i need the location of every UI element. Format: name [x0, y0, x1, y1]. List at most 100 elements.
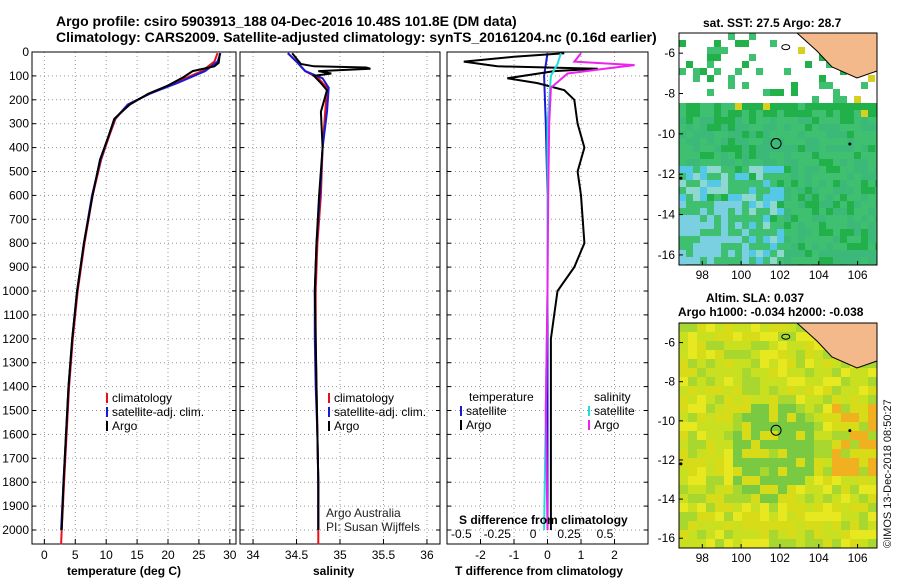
map-cell	[868, 166, 875, 173]
map-cell	[812, 145, 819, 152]
map-cell	[714, 180, 721, 187]
map-cell	[832, 404, 841, 413]
map-cell	[724, 431, 733, 440]
map-cell	[735, 173, 742, 180]
map-cell	[777, 243, 784, 250]
map-cell	[819, 250, 826, 257]
map-cell	[763, 229, 770, 236]
map-cell	[733, 422, 742, 431]
map-cell	[787, 449, 796, 458]
map-cell	[693, 173, 700, 180]
map-cell	[784, 173, 791, 180]
map-cell	[756, 257, 763, 264]
map-cell	[819, 131, 826, 138]
map-cell	[826, 117, 833, 124]
map-cell	[833, 138, 840, 145]
map-cell	[714, 145, 721, 152]
map-cell	[832, 494, 841, 503]
map-cell	[833, 243, 840, 250]
map-cell	[861, 194, 868, 201]
map-cell	[686, 187, 693, 194]
map-cell	[812, 215, 819, 222]
map-cell	[700, 166, 707, 173]
map-cell	[840, 103, 847, 110]
map-cell	[728, 124, 735, 131]
map-cell	[697, 332, 706, 341]
map-cell	[823, 404, 832, 413]
map-cell	[784, 187, 791, 194]
sst-map-panel: 98 100 102 104 106 -6 -8 -10 -12 -14 -16	[658, 32, 878, 282]
map-cell	[756, 131, 763, 138]
map-cell	[760, 467, 769, 476]
map-cell	[742, 503, 751, 512]
map-cell	[847, 103, 854, 110]
map-cell	[706, 422, 715, 431]
map-cell	[733, 377, 742, 386]
map-cell	[859, 485, 868, 494]
map-cell	[805, 359, 814, 368]
map-cell	[688, 395, 697, 404]
map-cell	[693, 124, 700, 131]
map-cell	[868, 236, 875, 243]
map-cell	[784, 229, 791, 236]
map-cell	[841, 512, 850, 521]
map-cell	[840, 131, 847, 138]
map-cell	[777, 180, 784, 187]
map-cell	[859, 413, 868, 422]
x-tick-label: 0	[41, 548, 48, 562]
map-cell	[787, 485, 796, 494]
map-cell	[697, 395, 706, 404]
map-cell	[706, 332, 715, 341]
map-cell	[724, 359, 733, 368]
map-cell	[859, 440, 868, 449]
map-cell	[826, 166, 833, 173]
map-cell	[833, 208, 840, 215]
map-cell	[859, 467, 868, 476]
map-cell	[832, 476, 841, 485]
map-cell	[686, 194, 693, 201]
map-cell	[688, 386, 697, 395]
map-cell	[770, 180, 777, 187]
x-tick-label: 0	[544, 548, 551, 562]
map-cell	[814, 341, 823, 350]
map-cell	[812, 194, 819, 201]
map-cell	[812, 208, 819, 215]
map-cell	[760, 413, 769, 422]
map-cell	[875, 117, 877, 124]
map-cell	[819, 180, 826, 187]
map-cell	[859, 539, 868, 548]
map-cell	[715, 494, 724, 503]
map-cell	[707, 215, 714, 222]
map-cell	[850, 422, 859, 431]
map-cell	[832, 386, 841, 395]
map-cell	[749, 54, 756, 61]
map-cell	[697, 413, 706, 422]
map-cell	[787, 422, 796, 431]
x2-tick-label: 0.5	[597, 527, 614, 541]
map-cell	[707, 103, 714, 110]
map-cell	[733, 440, 742, 449]
map-cell	[735, 215, 742, 222]
map-cell	[770, 131, 777, 138]
map-cell	[679, 395, 688, 404]
map-cell	[770, 222, 777, 229]
map-cell	[812, 152, 819, 159]
map-cell	[679, 413, 688, 422]
map-cell	[840, 250, 847, 257]
map-cell	[778, 512, 787, 521]
map-cell	[832, 467, 841, 476]
island-dot	[679, 462, 683, 466]
map-cell	[760, 503, 769, 512]
map-cell	[707, 243, 714, 250]
map-cell	[812, 250, 819, 257]
map-cell	[700, 222, 707, 229]
map-cell	[715, 485, 724, 494]
map-cell	[733, 494, 742, 503]
map-cell	[812, 173, 819, 180]
map-cell	[707, 145, 714, 152]
map-cell	[700, 117, 707, 124]
map-cell	[697, 368, 706, 377]
map-cell	[868, 422, 877, 431]
x-tick-label: 25	[192, 548, 206, 562]
map-cell	[697, 530, 706, 539]
